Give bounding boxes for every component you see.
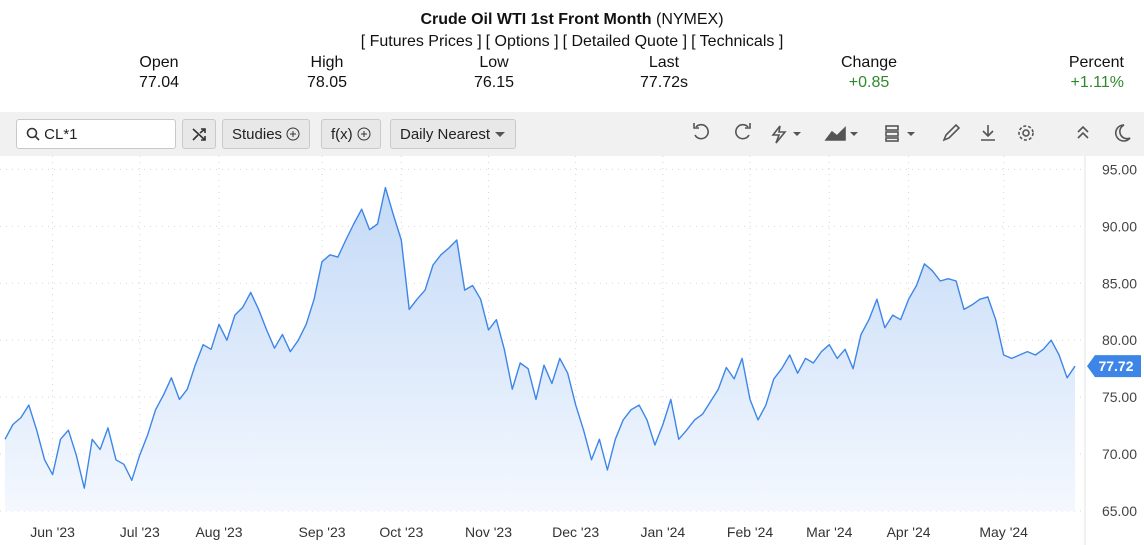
quote-value: 77.72s [639,74,689,91]
quote-label: Change [840,54,898,71]
download[interactable] [981,125,995,141]
price-line [4,186,1076,489]
studies-button[interactable]: Studies [222,119,311,149]
last-value-label: 77.72 [1098,358,1133,374]
quote-label: Percent [1068,54,1124,71]
last-value-flag [1087,355,1141,378]
search-icon [26,127,40,141]
redo[interactable] [735,123,751,140]
quote-value: 77.04 [138,74,180,91]
x-tick-label: Feb '24 [727,524,773,540]
y-tick-label: 85.00 [1102,275,1137,291]
shuffle-icon [192,128,206,141]
x-tick-label: Aug '23 [195,524,242,540]
area [5,187,1075,511]
quote-change: Change +0.85 [829,53,909,93]
link[interactable]: [ Technicals ] [691,33,784,50]
period: Daily Nearest [400,126,491,143]
y-tick-label: 80.00 [1102,332,1137,348]
y-tick-label: 95.00 [1102,161,1137,177]
links: [ Futures Prices ][ Options ][ Detailed … [0,33,1144,51]
studies: Studies [232,126,283,143]
link[interactable]: [ Options ] [485,33,559,50]
quote-value: +0.85 [848,74,890,91]
compare-button[interactable] [182,119,216,149]
x-tick-label: Jun '23 [30,524,75,540]
chart: 65.00 70.00 75.00 80.00 85.00 90.00 95.00 Jun '… [0,156,1141,545]
caret [495,132,506,137]
quote-value: +1.11% [1070,74,1124,91]
x-tick-label: Nov '23 [465,524,512,540]
x-tick-label: Oct '23 [379,524,423,540]
x-tick-label: Jan '24 [640,524,685,540]
x-tick-label: Sep '23 [299,524,346,540]
x-tick-label: Dec '23 [552,524,599,540]
quote-label: High [310,54,344,71]
quote-last: Last 77.72s [624,53,704,93]
toolbar-icons [693,123,1131,144]
draw-tools[interactable] [771,125,801,144]
exchange: (NYMEX) [655,11,724,28]
quote-label: Last [648,54,680,71]
quote-label: Open [139,54,179,71]
plus-icon [357,127,371,141]
quote-low: Low 76.15 [454,53,534,93]
quote-high: High 78.05 [287,53,367,93]
quote-value: 78.05 [306,74,348,91]
x-tick-label: Mar '24 [806,524,852,540]
fx-button[interactable]: f(x) [321,119,381,149]
templates[interactable] [885,125,915,142]
quote-percent: Percent +1.11% [1042,53,1124,93]
y-tick-label: 65.00 [1102,503,1137,519]
chart-style[interactable] [824,126,858,141]
y-tick-label: 75.00 [1102,389,1137,405]
symbol: CL*1 [44,126,78,143]
y-tick-label: 70.00 [1102,446,1137,462]
quote-label: Low [479,54,509,71]
plus-icon [286,127,300,141]
y-tick-label: 90.00 [1102,218,1137,234]
link[interactable]: [ Futures Prices ] [360,33,482,50]
quote-open: Open 77.04 [119,53,199,93]
link[interactable]: [ Detailed Quote ] [562,33,688,50]
title-text: Crude Oil WTI 1st Front Month [420,11,652,28]
symbol-search[interactable]: CL*1 [16,119,176,149]
x-tick-label: May '24 [979,524,1028,540]
fx: f(x) [331,126,353,143]
theme[interactable] [1115,124,1131,142]
toolbar: CL*1 Studies f(x) Daily Nearest [0,112,1144,156]
undo[interactable] [693,123,709,140]
pencil[interactable] [942,123,961,142]
title: Crude Oil WTI 1st Front Month (NYMEX) [0,11,1144,29]
quote-value: 76.15 [473,74,515,91]
x-tick-label: Apr '24 [887,524,931,540]
period-button[interactable]: Daily Nearest [390,119,517,149]
x-tick-label: Jul '23 [120,524,160,540]
collapse[interactable] [1077,125,1089,139]
settings[interactable] [1018,125,1034,141]
